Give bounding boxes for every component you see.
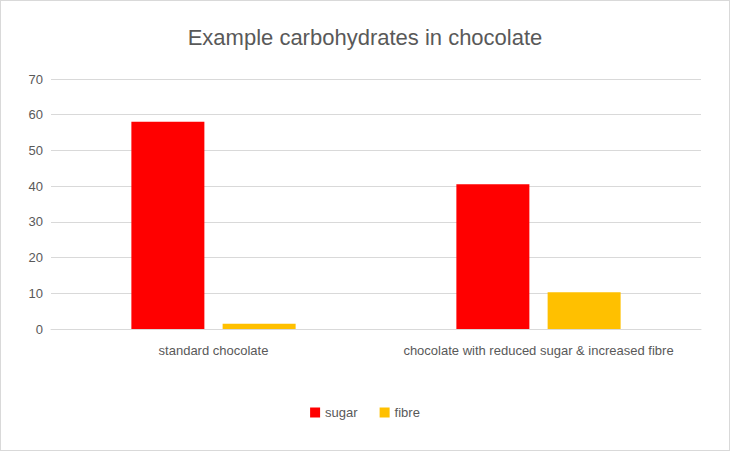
svg-text:60: 60 — [29, 107, 43, 122]
svg-text:70: 70 — [29, 72, 43, 87]
svg-text:40: 40 — [29, 179, 43, 194]
svg-text:30: 30 — [29, 214, 43, 229]
svg-text:Example carbohydrates in choco: Example carbohydrates in chocolate — [188, 25, 543, 50]
svg-text:standard chocolate: standard chocolate — [159, 343, 269, 358]
svg-text:chocolate with reduced sugar &: chocolate with reduced sugar & increased… — [403, 343, 673, 358]
svg-text:50: 50 — [29, 143, 43, 158]
svg-text:20: 20 — [29, 250, 43, 265]
svg-text:0: 0 — [36, 322, 43, 337]
svg-text:sugar: sugar — [325, 405, 358, 420]
svg-text:10: 10 — [29, 286, 43, 301]
svg-text:fibre: fibre — [395, 405, 420, 420]
